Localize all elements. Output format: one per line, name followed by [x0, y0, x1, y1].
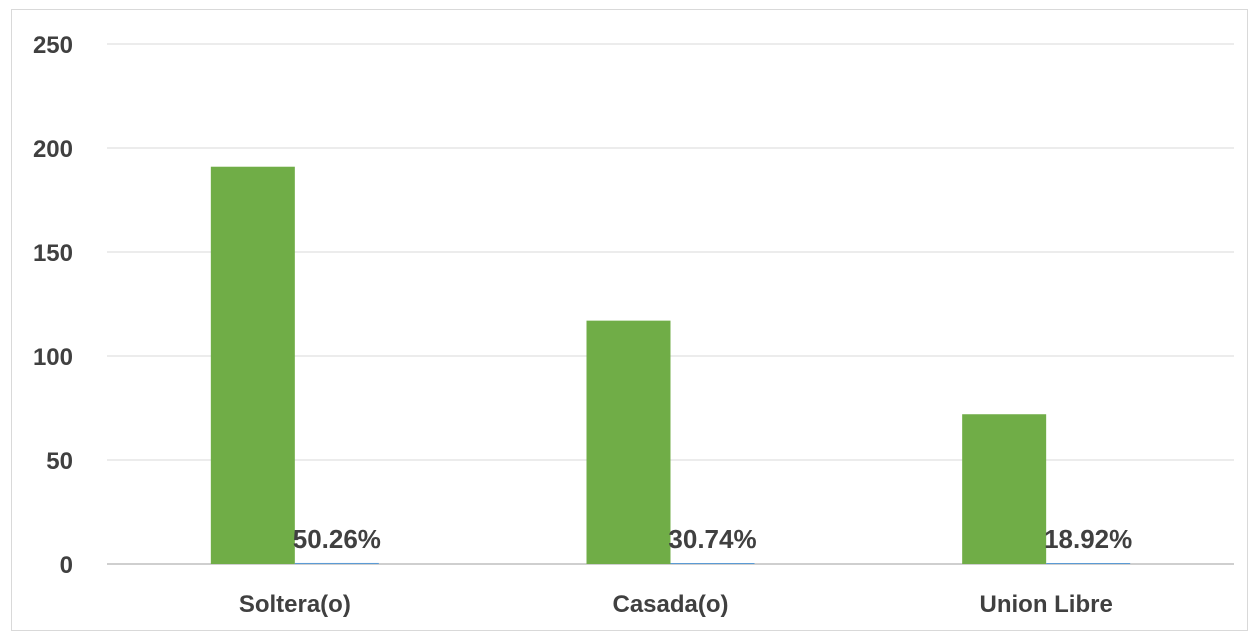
y-tick-label: 100: [33, 344, 73, 371]
y-tick-label: 50: [46, 448, 73, 475]
y-axis-ticks: 0 50 100 150 200 250: [33, 32, 73, 579]
bar-percentage: [670, 563, 755, 564]
bar-count: [962, 414, 1047, 564]
data-label-percentage: 18.92%: [1044, 524, 1132, 554]
data-label-percentage: 50.26%: [293, 524, 381, 554]
y-tick-label: 0: [60, 552, 73, 579]
y-tick-label: 250: [33, 32, 73, 59]
data-label-percentage: 30.74%: [668, 524, 756, 554]
x-category-label: Casada(o): [612, 591, 728, 618]
bars: [210, 166, 1131, 564]
bar-percentage: [294, 562, 379, 564]
x-category-label: Soltera(o): [239, 591, 351, 618]
y-tick-label: 150: [33, 240, 73, 267]
x-axis-categories: Soltera(o) Casada(o) Union Libre: [239, 591, 1113, 618]
bar-percentage: [1046, 563, 1131, 564]
x-category-label: Union Libre: [980, 591, 1113, 618]
bar-count: [586, 320, 671, 564]
y-tick-label: 200: [33, 136, 73, 163]
data-labels: 50.26% 30.74% 18.92%: [293, 524, 1133, 554]
bar-count: [210, 166, 295, 564]
